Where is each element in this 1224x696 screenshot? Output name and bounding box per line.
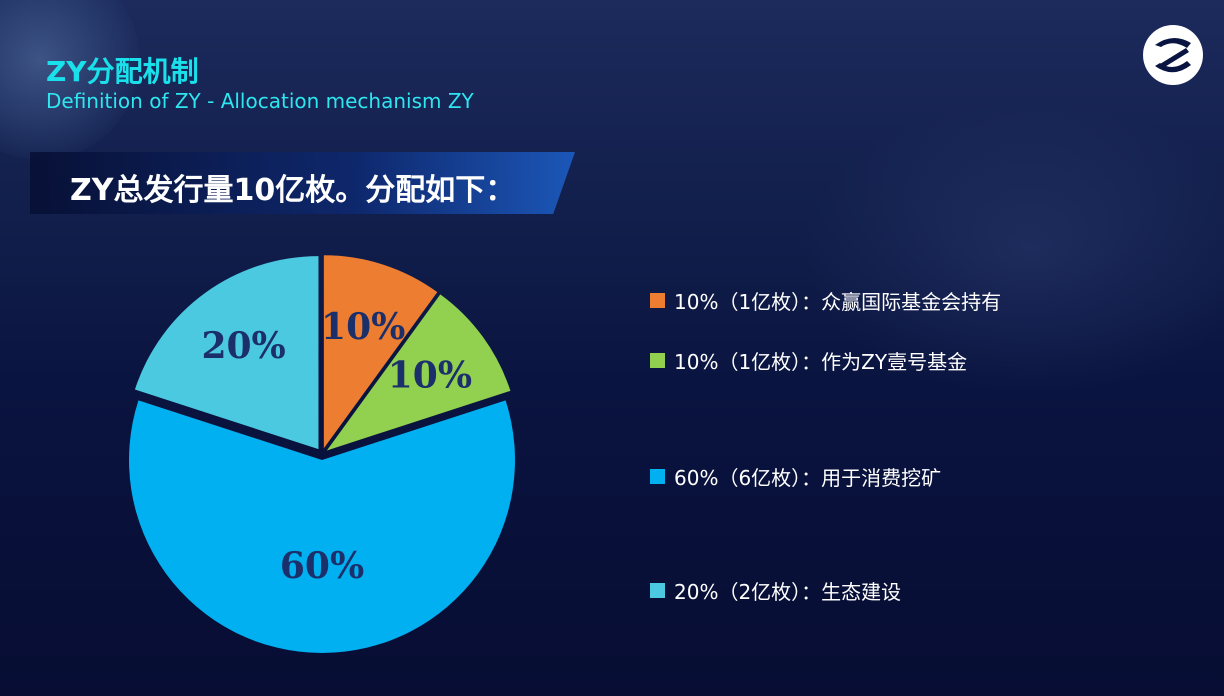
legend-swatch (650, 583, 665, 598)
pie-slice-3 (128, 400, 515, 653)
pie-slice-label-1: 10% (321, 306, 405, 348)
background-coin-decoration (800, 100, 1224, 400)
legend-item-1: 10%（1亿枚）：众赢国际基金会持有 (650, 286, 1001, 315)
pie-slice-1 (323, 255, 438, 449)
pie-slice-label-3: 60% (280, 545, 364, 587)
legend-swatch (650, 469, 665, 484)
legend-swatch (650, 293, 665, 308)
headline-banner (30, 152, 575, 214)
page-title: ZY分配机制 (46, 55, 199, 88)
legend-item-2: 10%（1亿枚）：作为ZY壹号基金 (650, 346, 967, 375)
legend-label: 10%（1亿枚）：众赢国际基金会持有 (674, 290, 1002, 314)
legend-label: 20%（2亿枚）：生态建设 (674, 580, 902, 604)
pie-slice-2 (326, 294, 511, 451)
legend-label: 10%（1亿枚）：作为ZY壹号基金 (674, 350, 968, 374)
legend-swatch (650, 353, 665, 368)
legend-label: 60%（6亿枚）：用于消费挖矿 (674, 466, 942, 490)
headline-text: ZY总发行量10亿枚。分配如下： (70, 173, 516, 208)
zy-logo-icon (1143, 25, 1203, 85)
pie-slice-label-4: 20% (201, 325, 285, 367)
page-subtitle: Definition of ZY - Allocation mechanism … (46, 89, 474, 113)
allocation-pie-chart: 10% 10% 60% 20% (128, 255, 515, 653)
legend-item-4: 20%（2亿枚）：生态建设 (650, 576, 901, 605)
pie-slice-4 (134, 256, 319, 450)
legend-item-3: 60%（6亿枚）：用于消费挖矿 (650, 462, 941, 491)
pie-slice-label-2: 10% (388, 355, 472, 397)
